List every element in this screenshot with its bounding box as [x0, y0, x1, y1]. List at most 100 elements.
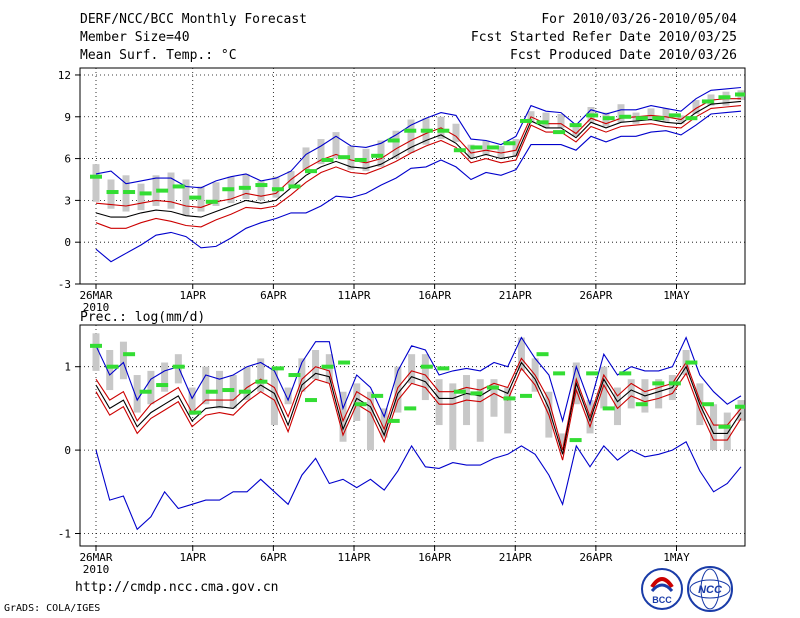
panel-temp: -3 0 3 6 9 12 26MAR 1APR 6APR 11APR 16APR 21APR 26AP… [58, 67, 746, 314]
ensemble-box [692, 100, 700, 114]
ensemble-box [394, 366, 402, 413]
ensemble-box [490, 379, 498, 417]
observed-marker [156, 188, 169, 193]
ensemble-box [182, 179, 190, 216]
ensemble-box [106, 350, 114, 391]
observed-marker [123, 352, 136, 357]
ensemble-box [482, 140, 490, 156]
observed-marker [387, 418, 400, 423]
ensemble-box [133, 375, 141, 413]
panel-title: Prec.: log(mm/d) [80, 310, 205, 325]
observed-marker [222, 388, 235, 393]
observed-marker [371, 393, 384, 398]
ensemble-box [392, 130, 400, 159]
observed-marker [668, 381, 681, 386]
observed-marker [205, 389, 218, 394]
ensemble-box [512, 139, 520, 156]
observed-marker [123, 190, 136, 195]
observed-marker [305, 169, 317, 174]
year-label: 2010 [83, 301, 110, 314]
observed-marker [553, 130, 566, 135]
observed-marker [685, 116, 698, 121]
observed-marker [189, 410, 202, 415]
ensemble-box [542, 112, 550, 128]
ensemble-box [408, 354, 416, 384]
observed-marker [172, 184, 185, 189]
y-tick-label: 6 [64, 153, 71, 166]
x-tick-label: 26MAR [79, 289, 112, 302]
x-tick-label: 6APR [260, 289, 287, 302]
ensemble-box [407, 119, 415, 154]
ensemble-box [600, 366, 608, 409]
observed-marker [635, 116, 648, 121]
ensemble-box [174, 354, 182, 384]
observed-marker [255, 379, 268, 384]
observed-marker [139, 389, 152, 394]
ensemble-box [517, 337, 525, 371]
panel-plot-area [90, 333, 745, 531]
ensemble-box [339, 391, 347, 442]
observed-marker [470, 145, 483, 150]
series-line-upper-red [95, 98, 741, 208]
ncc-logo: NCC [687, 566, 733, 612]
observed-marker [668, 113, 681, 118]
observed-marker [338, 360, 351, 365]
series-line-lower-red [95, 105, 742, 229]
ensemble-box [287, 171, 295, 186]
ensemble-box [627, 379, 635, 409]
observed-marker [321, 157, 334, 162]
y-tick-label: 3 [64, 194, 71, 207]
x-tick-label: 26MAR [79, 551, 112, 564]
ensemble-box [421, 354, 429, 401]
observed-marker [106, 190, 119, 195]
ensemble-box [647, 108, 655, 120]
ensemble-box [467, 144, 475, 159]
y-tick-label: -1 [58, 527, 71, 540]
observed-marker [420, 364, 433, 369]
fcst-produced-date: Fcst Produced Date 2010/03/26 [510, 48, 737, 63]
observed-marker [106, 364, 119, 369]
observed-marker [602, 406, 615, 411]
ensemble-box [212, 182, 220, 206]
observed-marker [255, 183, 268, 188]
x-tick-label: 11APR [337, 551, 370, 564]
source-url[interactable]: http://cmdp.ncc.cma.gov.cn [75, 580, 279, 595]
x-tick-label: 16APR [418, 289, 451, 302]
x-tick-label: 16APR [418, 551, 451, 564]
series-line-lower-bound [95, 441, 742, 531]
observed-marker [437, 128, 450, 133]
series-line-median [95, 100, 742, 218]
ensemble-box [723, 412, 731, 451]
x-tick-label: 21APR [499, 551, 532, 564]
observed-marker [718, 424, 731, 429]
series-line-upper-bound [95, 336, 742, 423]
ensemble-box [435, 379, 443, 426]
observed-marker [189, 195, 202, 200]
observed-marker [470, 391, 483, 396]
observed-marker [205, 199, 218, 204]
observed-marker [569, 438, 582, 443]
ensemble-box [449, 383, 457, 451]
x-tick-label: 11APR [337, 289, 370, 302]
ensemble-box [270, 366, 278, 426]
x-tick-label: 6APR [260, 551, 287, 564]
bcc-logo: BCC [641, 568, 683, 610]
observed-marker [453, 389, 466, 394]
observed-marker [371, 153, 384, 158]
ensemble-box [317, 139, 325, 165]
forecast-period: For 2010/03/26-2010/05/04 [541, 12, 737, 27]
observed-marker [404, 406, 417, 411]
ensemble-box [504, 387, 512, 434]
y-tick-label: 0 [64, 444, 71, 457]
x-tick-label: 1MAY [663, 551, 690, 564]
observed-marker [486, 145, 499, 150]
x-tick-label: 26APR [579, 289, 612, 302]
panel-prec: -1 0 1 26MAR 1APR 6APR 11APR 16APR 21APR 26APR 1MA… [58, 310, 746, 576]
ensemble-box [202, 366, 210, 405]
observed-marker [652, 381, 665, 386]
ensemble-box [655, 379, 663, 409]
ensemble-box [476, 379, 484, 442]
observed-marker [701, 99, 714, 104]
x-tick-label: 1MAY [663, 289, 690, 302]
